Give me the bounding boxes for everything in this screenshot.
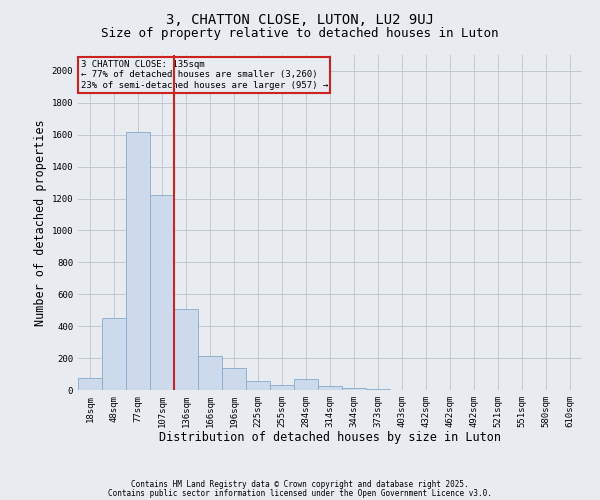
Text: Contains HM Land Registry data © Crown copyright and database right 2025.: Contains HM Land Registry data © Crown c…: [131, 480, 469, 489]
Bar: [366, 389, 390, 390]
Text: 3, CHATTON CLOSE, LUTON, LU2 9UJ: 3, CHATTON CLOSE, LUTON, LU2 9UJ: [166, 12, 434, 26]
Bar: [246, 381, 270, 390]
Bar: [198, 356, 222, 390]
Text: Size of property relative to detached houses in Luton: Size of property relative to detached ho…: [101, 28, 499, 40]
Y-axis label: Number of detached properties: Number of detached properties: [34, 119, 47, 326]
Bar: [126, 132, 150, 390]
Bar: [270, 385, 294, 390]
Bar: [294, 379, 318, 390]
Bar: [174, 308, 198, 390]
Bar: [318, 386, 342, 390]
Text: 3 CHATTON CLOSE: 135sqm
← 77% of detached houses are smaller (3,260)
23% of semi: 3 CHATTON CLOSE: 135sqm ← 77% of detache…: [80, 60, 328, 90]
Bar: [222, 368, 246, 390]
Bar: [102, 318, 126, 390]
Bar: [150, 196, 174, 390]
Bar: [78, 378, 102, 390]
Bar: [342, 388, 366, 390]
Text: Contains public sector information licensed under the Open Government Licence v3: Contains public sector information licen…: [108, 489, 492, 498]
X-axis label: Distribution of detached houses by size in Luton: Distribution of detached houses by size …: [159, 432, 501, 444]
